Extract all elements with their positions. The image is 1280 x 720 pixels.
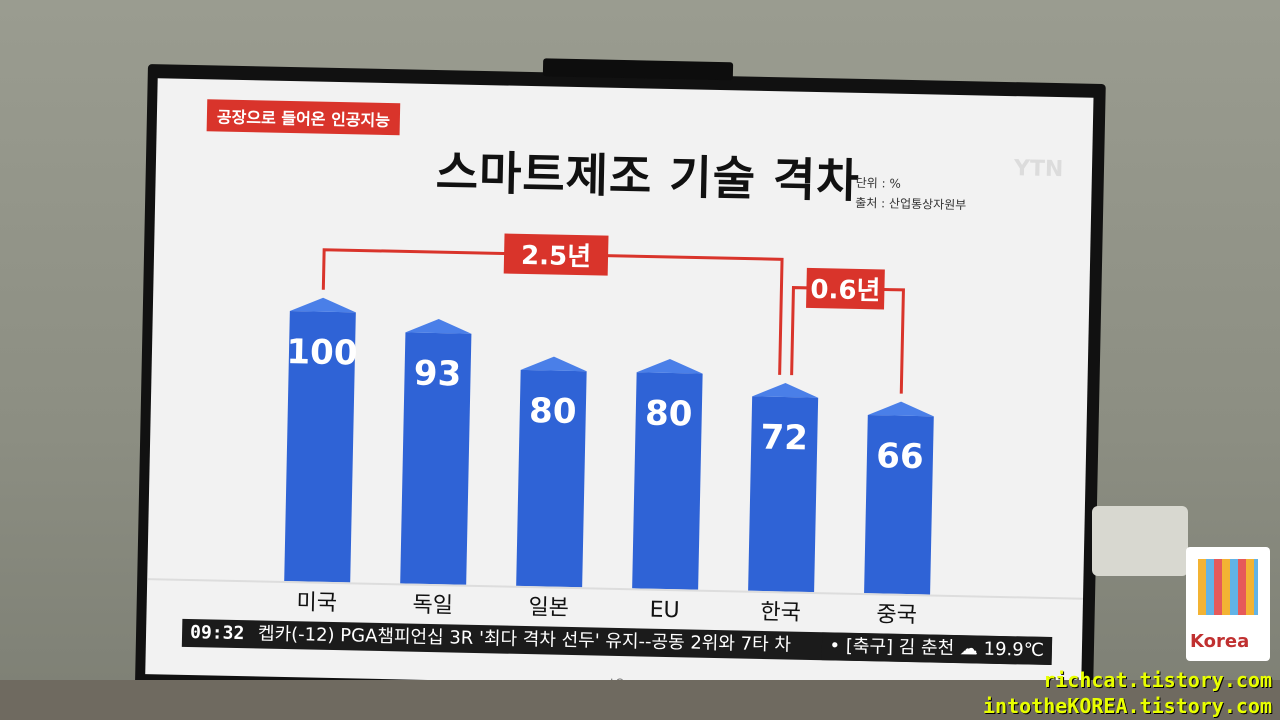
tv-screen: 공장으로 들어온 인공지능 스마트제조 기술 격차 단위 : % 출처 : 산업… xyxy=(145,78,1094,694)
ticker-time: 09:32 xyxy=(189,622,245,645)
bar-cap-3 xyxy=(636,358,703,374)
bar-value-label-4: 72 xyxy=(760,418,808,459)
ticker-extra: • [축구] 김 xyxy=(829,635,916,659)
badge-text: Korea xyxy=(1190,631,1250,652)
bar-value-label-0: 100 xyxy=(286,332,358,373)
bracket-label-box-0 xyxy=(503,233,609,276)
bar-1 xyxy=(400,332,472,585)
badge-grid-icon xyxy=(1198,559,1258,615)
tv-frame: 공장으로 들어온 인공지능 스마트제조 기술 격차 단위 : % 출처 : 산업… xyxy=(134,58,1106,710)
watermark-1: richcat.tistory.com xyxy=(1043,668,1272,692)
weather-icon: ☁ xyxy=(959,638,979,660)
bar-5 xyxy=(864,414,934,595)
bar-0 xyxy=(284,311,356,583)
bar-2 xyxy=(516,369,587,588)
category-label-5: 중국 xyxy=(876,602,917,628)
category-label-2: 일본 xyxy=(528,595,569,621)
bar-4 xyxy=(748,396,819,593)
category-label-3: EU xyxy=(649,598,680,624)
ticker-right: • [축구] 김 춘천 ☁ 19.9℃ xyxy=(821,632,1053,666)
category-label-4: 한국 xyxy=(760,600,801,626)
bar-3 xyxy=(632,372,703,590)
category-label-1: 독일 xyxy=(412,593,453,619)
background-object xyxy=(1092,506,1188,576)
watermark-2: intotheKOREA.tistory.com xyxy=(983,694,1272,718)
shelf xyxy=(0,680,1280,720)
bar-value-label-1: 93 xyxy=(413,354,461,395)
bar-chart: 100 미국 93 독일 80 일본 80 EU 72 한국 66 중국 2.5년 0.6년 xyxy=(147,233,1084,628)
bracket-label-box-1 xyxy=(806,267,885,310)
category-label-0: 미국 xyxy=(296,590,337,616)
bar-value-label-5: 66 xyxy=(876,436,924,477)
tv-camera xyxy=(542,58,734,81)
bar-cap-4 xyxy=(752,383,819,398)
baseline xyxy=(147,578,1084,600)
bar-value-label-3: 80 xyxy=(645,393,693,434)
bracket-label-0: 2.5년 xyxy=(521,241,592,272)
bar-cap-0 xyxy=(289,297,356,313)
bar-cap-1 xyxy=(405,319,472,334)
site-badge: Korea xyxy=(1186,547,1270,661)
ticker-temp: 19.9℃ xyxy=(983,638,1045,661)
bar-cap-5 xyxy=(867,401,934,417)
bracket-label-1: 0.6년 xyxy=(810,275,881,306)
bar-cap-2 xyxy=(520,356,587,372)
bar-value-label-2: 80 xyxy=(529,391,577,432)
ticker-city: 춘천 xyxy=(920,637,955,660)
